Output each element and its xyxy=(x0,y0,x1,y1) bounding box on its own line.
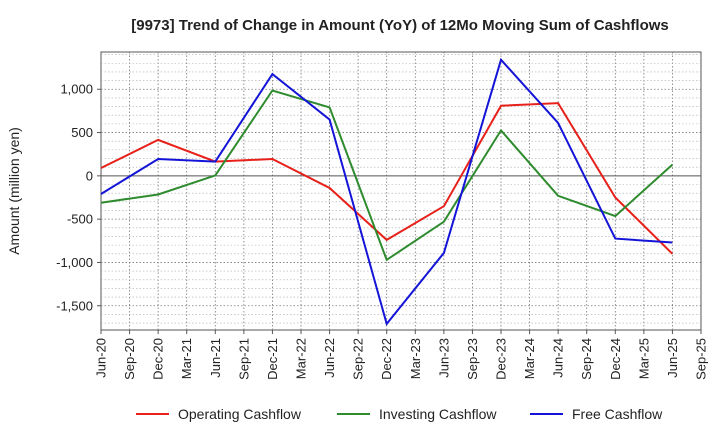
series-lines xyxy=(100,57,674,327)
plot-area xyxy=(100,51,702,331)
x-tick-label: Jun-24 xyxy=(551,338,566,378)
series-line-investing-cashflow xyxy=(100,89,674,262)
x-tick-label: Sep-24 xyxy=(579,338,594,380)
x-tick-label: Mar-23 xyxy=(408,338,423,379)
chart-title: [9973] Trend of Change in Amount (YoY) o… xyxy=(131,17,669,34)
y-tick-label: 500 xyxy=(71,125,93,140)
y-axis-label: Amount (million yen) xyxy=(6,127,22,255)
x-tick-label: Mar-22 xyxy=(294,338,309,379)
x-tick-label: Sep-23 xyxy=(465,338,480,380)
y-axis-ticks: 1,000 500 0 -500 -1,000 -1,500 xyxy=(56,82,101,313)
x-tick-label: Dec-22 xyxy=(379,338,394,380)
legend-label-operating-cashflow: Operating Cashflow xyxy=(178,406,302,422)
x-tick-label: Jun-23 xyxy=(436,338,451,378)
x-tick-label: Jun-25 xyxy=(665,338,680,378)
y-tick-label: 1,000 xyxy=(60,82,93,97)
x-tick-label: Dec-20 xyxy=(151,338,166,380)
x-tick-label: Sep-25 xyxy=(694,338,709,380)
x-tick-label: Dec-23 xyxy=(494,338,509,380)
x-tick-label: Sep-20 xyxy=(122,338,137,380)
series-line-free-cashflow xyxy=(100,57,673,327)
x-tick-label: Jun-22 xyxy=(322,338,337,378)
x-tick-label: Mar-25 xyxy=(636,338,651,379)
legend-label-investing-cashflow: Investing Cashflow xyxy=(379,406,497,422)
legend-label-free-cashflow: Free Cashflow xyxy=(572,406,663,422)
y-tick-label: -1,500 xyxy=(56,298,93,313)
x-tick-label: Dec-24 xyxy=(608,338,623,380)
y-tick-label: -500 xyxy=(67,212,93,227)
x-axis-ticks: Jun-20 Sep-20 Dec-20 Mar-21 Jun-21 Sep-21 Dec-… xyxy=(94,330,709,380)
x-tick-label: Mar-24 xyxy=(522,338,537,379)
plot-frame xyxy=(100,51,702,331)
y-tick-label: 0 xyxy=(86,168,93,183)
x-tick-label: Sep-22 xyxy=(351,338,366,380)
y-tick-label: -1,000 xyxy=(56,255,93,270)
grid xyxy=(101,52,701,330)
series-line-operating-cashflow xyxy=(100,102,674,255)
x-tick-label: Sep-21 xyxy=(236,338,251,380)
legend: Operating Cashflow Investing Cashflow Free… xyxy=(136,406,663,422)
x-tick-label: Jun-21 xyxy=(208,338,223,378)
x-tick-label: Mar-21 xyxy=(179,338,194,379)
x-tick-label: Jun-20 xyxy=(94,338,109,378)
x-tick-label: Dec-21 xyxy=(265,338,280,380)
